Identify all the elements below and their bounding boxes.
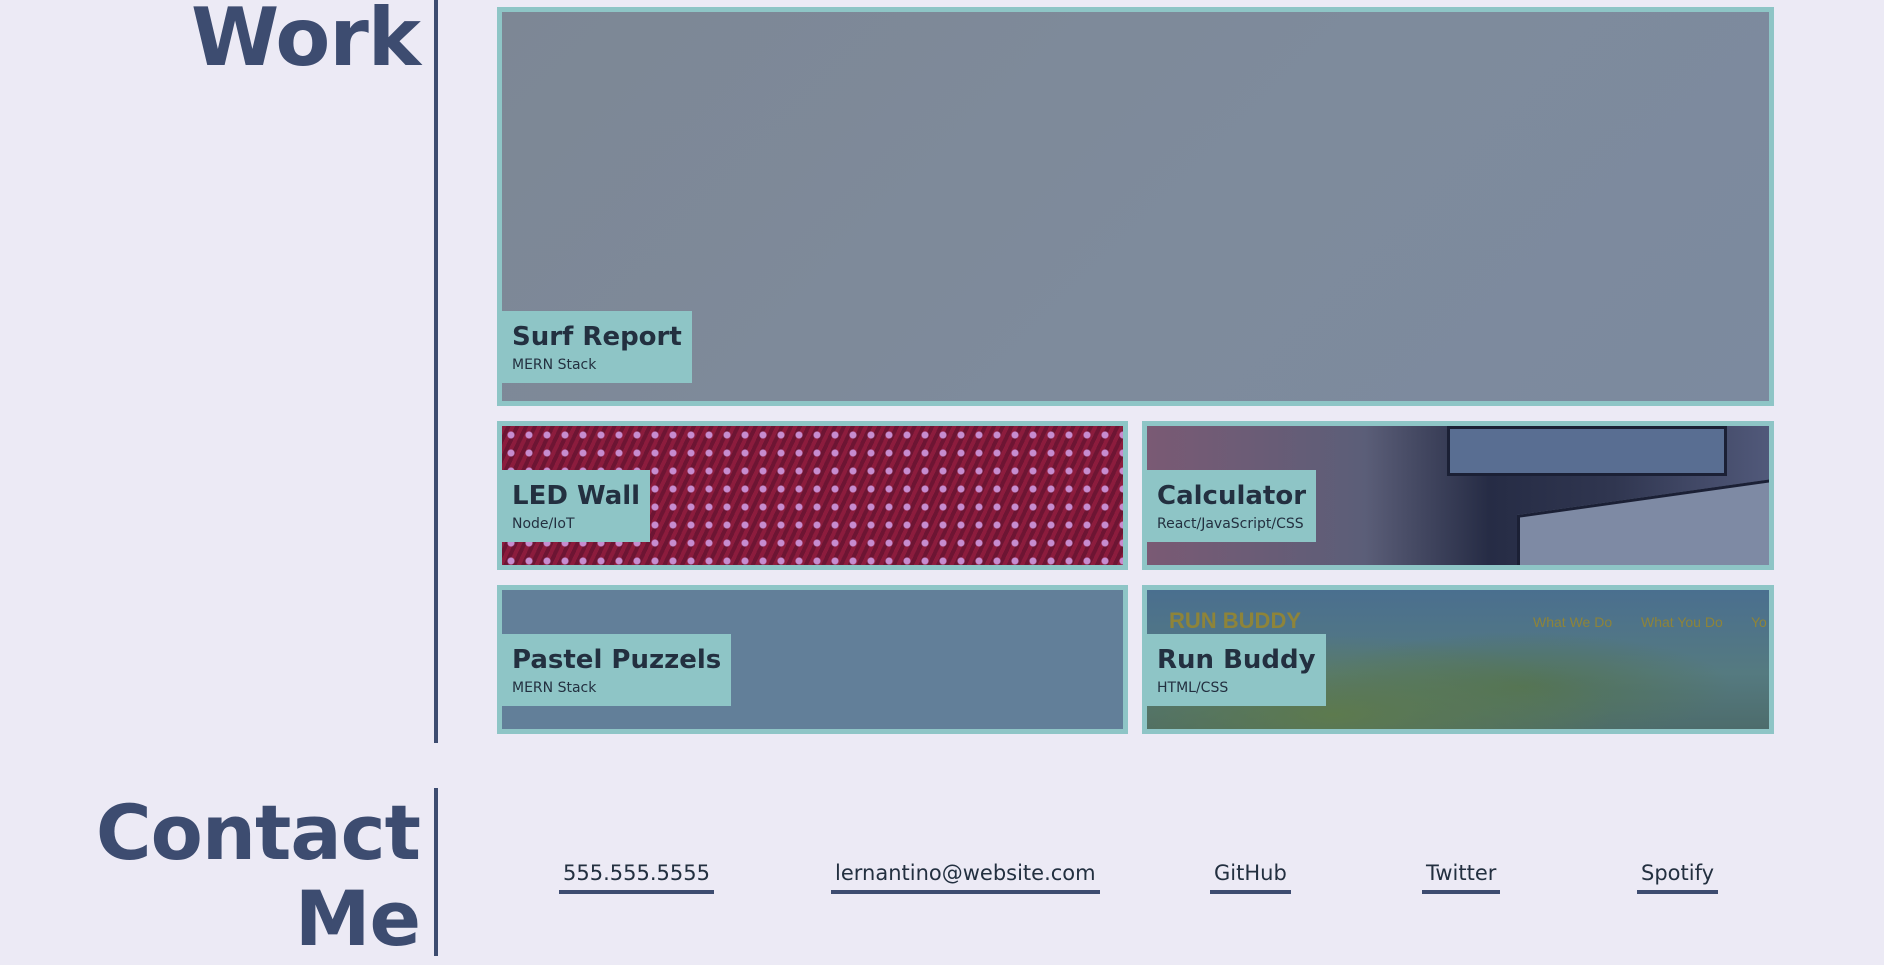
project-label: Surf Report MERN Stack [502,311,692,383]
project-tech: Node/IoT [512,516,575,532]
project-card-calculator[interactable]: Calculator React/JavaScript/CSS [1142,421,1774,570]
project-card-run-buddy[interactable]: RUN BUDDY What We Do What You Do Yo Run … [1142,585,1774,734]
project-name: Run Buddy [1157,645,1316,675]
contact-heading-container: Contact Me [0,788,421,962]
contact-heading-line1: Contact [95,788,421,877]
work-heading: Work [190,0,421,84]
email-link[interactable]: lernantino@website.com [831,860,1100,894]
project-card-surf-report[interactable]: Surf Report MERN Stack [497,7,1774,406]
project-tech: MERN Stack [512,357,597,373]
project-label: Calculator React/JavaScript/CSS [1147,470,1317,542]
project-preview-image [502,12,1769,401]
project-tech: HTML/CSS [1157,680,1229,696]
contact-heading: Contact Me [95,788,421,963]
work-divider [434,0,438,743]
project-name: Pastel Puzzels [512,645,722,675]
github-link[interactable]: GitHub [1210,860,1291,894]
phone-link[interactable]: 555.555.5555 [559,860,714,894]
project-tech: MERN Stack [512,680,597,696]
project-tech: React/JavaScript/CSS [1157,516,1304,532]
preview-brand: RUN BUDDY [1169,608,1301,633]
project-card-pastel-puzzels[interactable]: Pastel Puzzels MERN Stack [497,585,1128,734]
project-label: Run Buddy HTML/CSS [1147,634,1326,706]
twitter-link[interactable]: Twitter [1422,860,1501,894]
preview-laptop [1517,477,1769,565]
preview-nav-item: What We Do [1533,614,1613,630]
spotify-link[interactable]: Spotify [1637,860,1719,894]
project-label: Pastel Puzzels MERN Stack [502,634,732,706]
project-name: Calculator [1157,481,1307,511]
preview-nav-item: Yo [1751,614,1767,630]
preview-monitor [1447,426,1727,476]
project-label: LED Wall Node/IoT [502,470,651,542]
project-name: LED Wall [512,481,641,511]
project-name: Surf Report [512,322,682,352]
preview-nav-item: What You Do [1641,614,1723,630]
work-heading-container: Work [0,0,421,84]
contact-divider [434,788,438,956]
contact-heading-line2: Me [294,874,421,963]
project-card-led-wall[interactable]: LED Wall Node/IoT [497,421,1128,570]
